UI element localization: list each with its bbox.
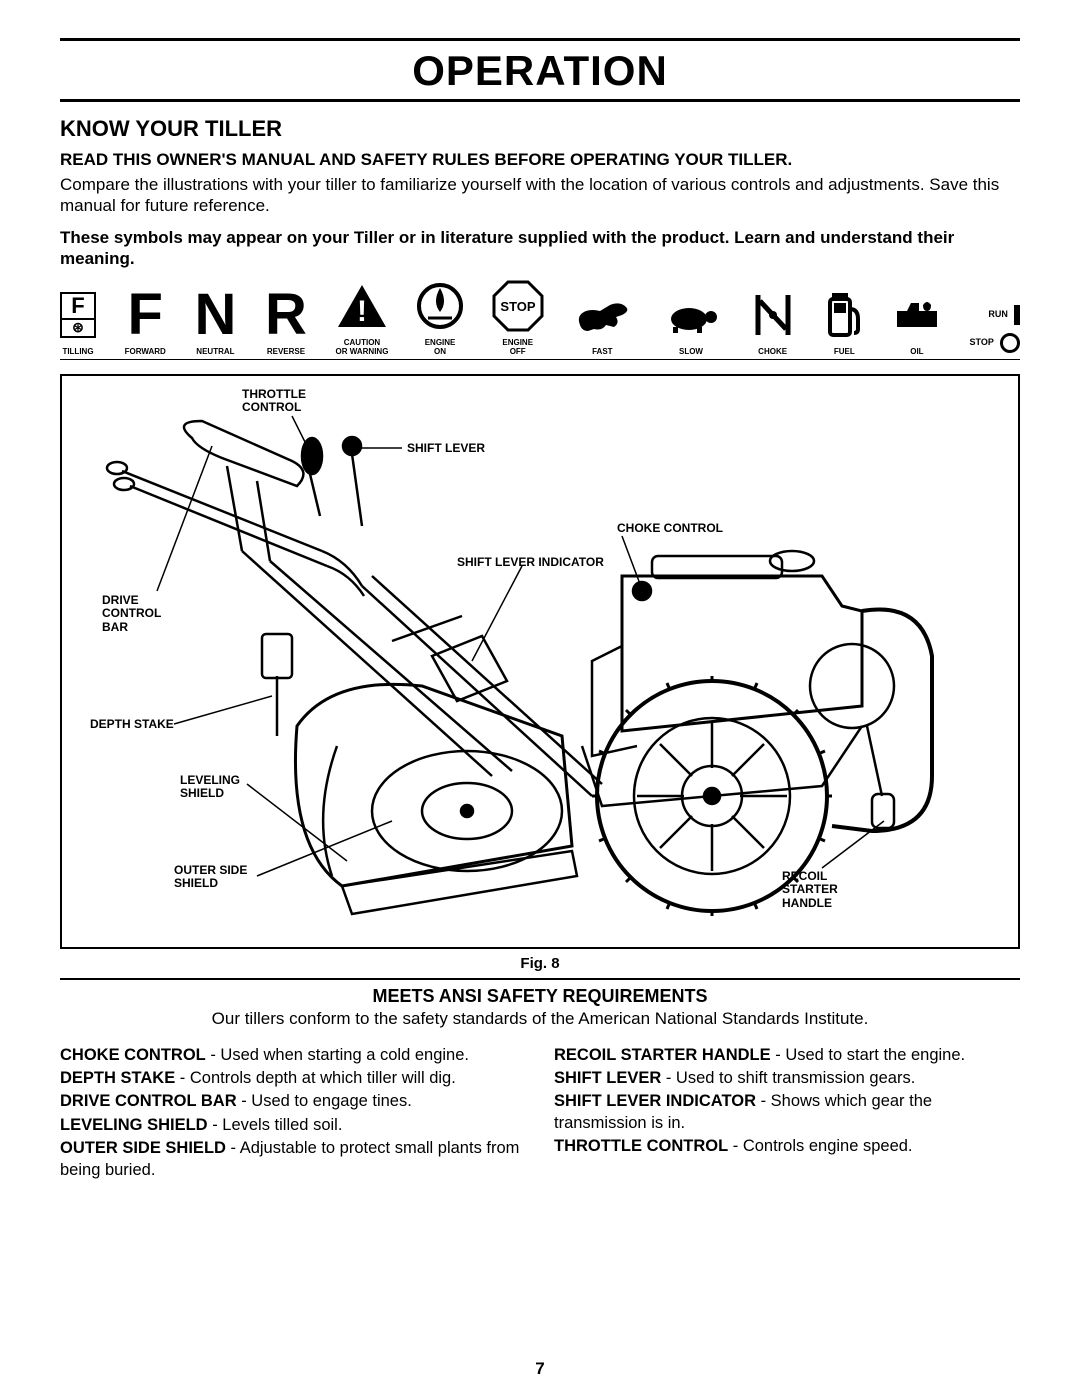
def-recoil: RECOIL STARTER HANDLE - Used to start th… [554, 1045, 1020, 1066]
tiller-diagram: THROTTLE CONTROL SHIFT LEVER CHOKE CONTR… [60, 374, 1020, 949]
definitions-left: CHOKE CONTROL - Used when starting a col… [60, 1045, 526, 1184]
fuel-icon [824, 286, 864, 344]
page-title: OPERATION [60, 41, 1020, 99]
fast-icon [572, 286, 632, 344]
def-shift: SHIFT LEVER - Used to shift transmission… [554, 1068, 1020, 1089]
def-leveling: LEVELING SHIELD - Levels tilled soil. [60, 1115, 526, 1136]
label-leveling-shield: LEVELING SHIELD [180, 774, 240, 802]
symbol-fuel: FUEL [824, 286, 864, 357]
stop-icon [1000, 333, 1020, 353]
symbol-oil: OIL [893, 286, 941, 357]
symbol-engine-off: STOP ENGINE OFF [492, 277, 544, 357]
reverse-icon: R [265, 286, 307, 344]
symbol-engine-on: ENGINE ON [417, 277, 463, 357]
oil-icon [893, 286, 941, 344]
symbol-caution: ! CAUTION OR WARNING [336, 277, 389, 357]
intro-text: Compare the illustrations with your till… [60, 174, 1020, 217]
def-choke: CHOKE CONTROL - Used when starting a col… [60, 1045, 526, 1066]
mid-rule [60, 978, 1020, 980]
figure-caption: Fig. 8 [60, 955, 1020, 972]
label-outer-shield: OUTER SIDE SHIELD [174, 864, 247, 892]
symbol-forward: F FORWARD [125, 286, 166, 357]
svg-text:STOP: STOP [500, 299, 535, 314]
symbols-note: These symbols may appear on your Tiller … [60, 227, 1020, 270]
section-heading: KNOW YOUR TILLER [60, 116, 1020, 142]
symbol-legend-row: F ⊛ TILLING F FORWARD N NEUTRAL R REVERS… [60, 277, 1020, 360]
page-number: 7 [0, 1359, 1080, 1379]
def-depth: DEPTH STAKE - Controls depth at which ti… [60, 1068, 526, 1089]
run-icon [1014, 305, 1020, 325]
label-shift-lever: SHIFT LEVER [407, 442, 485, 456]
label-shift-indicator: SHIFT LEVER INDICATOR [457, 556, 604, 570]
title-underline [60, 99, 1020, 102]
slow-icon [661, 286, 721, 344]
tilling-icon: F ⊛ [60, 292, 96, 338]
choke-icon [750, 286, 796, 344]
label-depth-stake: DEPTH STAKE [90, 718, 174, 732]
label-throttle: THROTTLE CONTROL [242, 388, 306, 416]
symbol-slow: SLOW [661, 286, 721, 357]
def-throttle: THROTTLE CONTROL - Controls engine speed… [554, 1136, 1020, 1157]
label-recoil: RECOIL STARTER HANDLE [782, 870, 838, 911]
symbol-fast: FAST [572, 286, 632, 357]
caution-icon: ! [337, 277, 387, 335]
sub-heading: READ THIS OWNER'S MANUAL AND SAFETY RULE… [60, 150, 1020, 170]
tiller-illustration [62, 376, 1018, 947]
symbol-run-stop: RUN STOP [970, 301, 1020, 357]
definitions: CHOKE CONTROL - Used when starting a col… [60, 1045, 1020, 1184]
engine-off-icon: STOP [492, 277, 544, 335]
symbol-neutral: N NEUTRAL [194, 286, 236, 357]
label-drive-bar: DRIVE CONTROL BAR [102, 594, 161, 635]
ansi-text: Our tillers conform to the safety standa… [60, 1009, 1020, 1029]
def-indicator: SHIFT LEVER INDICATOR - Shows which gear… [554, 1091, 1020, 1134]
def-drive: DRIVE CONTROL BAR - Used to engage tines… [60, 1091, 526, 1112]
neutral-icon: N [194, 286, 236, 344]
symbol-tilling: F ⊛ TILLING [60, 286, 96, 357]
definitions-right: RECOIL STARTER HANDLE - Used to start th… [554, 1045, 1020, 1184]
ansi-title: MEETS ANSI SAFETY REQUIREMENTS [60, 986, 1020, 1007]
label-choke-control: CHOKE CONTROL [617, 522, 723, 536]
def-outer: OUTER SIDE SHIELD - Adjustable to protec… [60, 1138, 526, 1181]
symbol-choke: CHOKE [750, 286, 796, 357]
symbol-reverse: R REVERSE [265, 286, 307, 357]
forward-icon: F [128, 286, 163, 344]
svg-text:!: ! [357, 295, 367, 328]
engine-on-icon [417, 277, 463, 335]
